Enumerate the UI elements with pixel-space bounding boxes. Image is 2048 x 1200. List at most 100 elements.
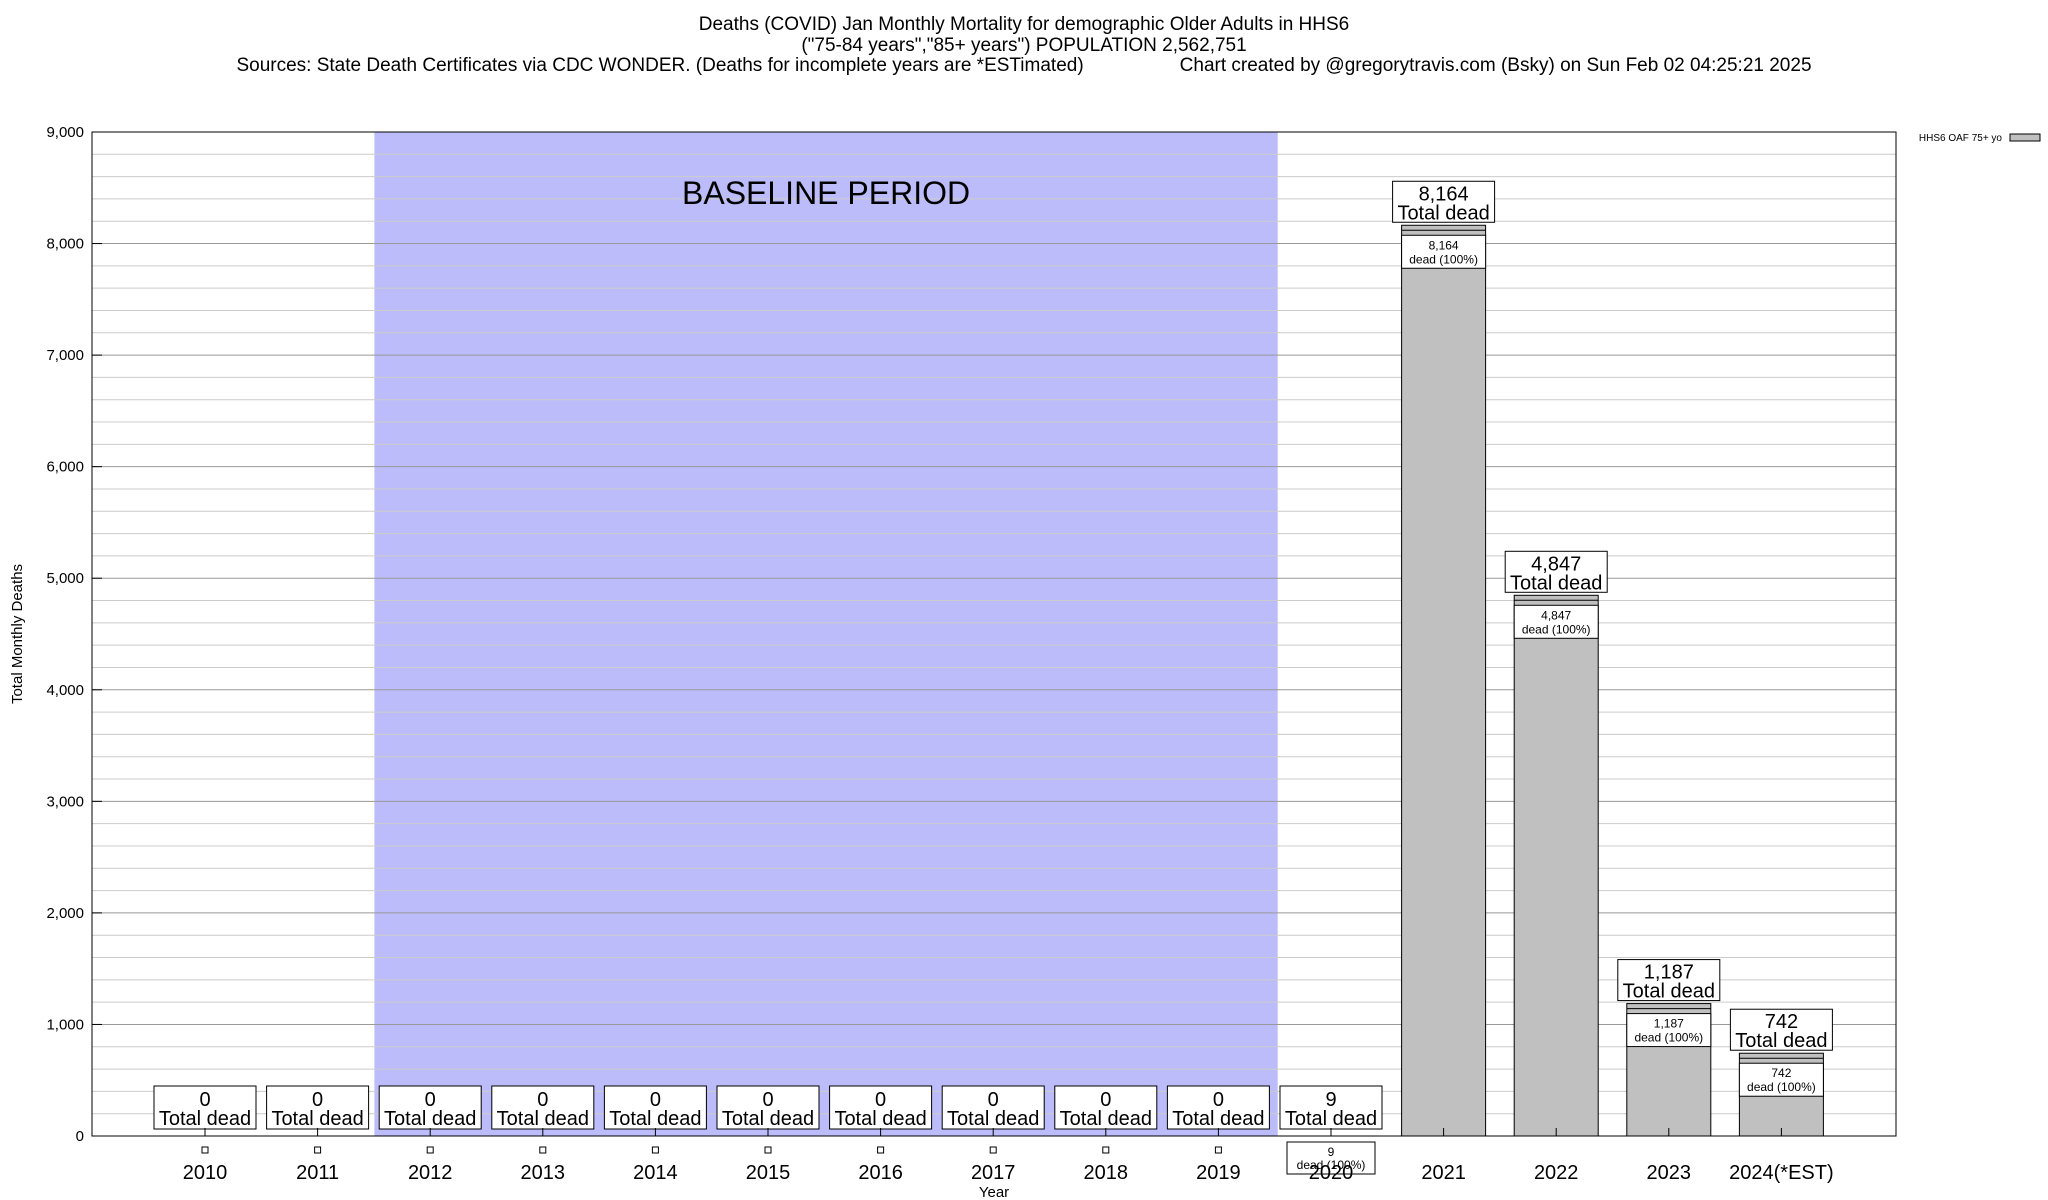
total-suffix-label: Total dead	[1060, 1108, 1152, 1130]
x-tick-label: 2018	[1084, 1162, 1129, 1184]
x-tick-label: 2015	[746, 1162, 791, 1184]
y-tick-label: 1,000	[46, 1016, 84, 1033]
total-label-box	[1392, 180, 1496, 223]
total-value-label: 0	[875, 1089, 886, 1111]
total-label-box	[1166, 1085, 1270, 1130]
inner-label-box	[1513, 604, 1599, 639]
zero-marker	[201, 1146, 209, 1154]
zero-marker	[651, 1146, 659, 1154]
total-label-box	[829, 1085, 933, 1130]
x-tick-label: 2020	[1309, 1162, 1354, 1184]
inner-percent-label: dead (100%)	[1522, 622, 1591, 636]
x-tick-label: 2016	[858, 1162, 903, 1184]
total-label-box	[603, 1085, 707, 1130]
chart-subtitle: ("75-84 years","85+ years") POPULATION 2…	[801, 35, 1247, 56]
y-tick-label: 3,000	[46, 793, 84, 810]
zero-marker	[989, 1146, 997, 1154]
total-label-box	[941, 1085, 1045, 1130]
credit-note: Chart created by @gregorytravis.com (Bsk…	[1179, 55, 1812, 76]
total-value-label: 1,187	[1644, 962, 1694, 984]
zero-marker	[877, 1146, 885, 1154]
inner-value-label: 8,164	[1429, 238, 1459, 252]
total-suffix-label: Total dead	[1172, 1108, 1264, 1130]
legend-swatch	[2009, 133, 2041, 142]
y-tick-label: 7,000	[46, 347, 84, 364]
total-suffix-label: Total dead	[497, 1108, 589, 1130]
inner-label-box	[1401, 234, 1487, 269]
total-label-box	[1729, 1008, 1833, 1051]
inner-percent-label: dead (100%)	[1634, 1031, 1703, 1045]
x-axis-label: Year	[979, 1184, 1009, 1200]
x-tick-label: 2023	[1647, 1162, 1692, 1184]
bar	[1401, 224, 1487, 1137]
y-tick-label: 4,000	[46, 682, 84, 699]
x-tick-label: 2010	[183, 1162, 228, 1184]
total-value-label: 0	[537, 1089, 548, 1111]
total-value-label: 0	[650, 1089, 661, 1111]
total-label-box	[491, 1085, 595, 1130]
inner-value-label: 742	[1771, 1066, 1791, 1080]
zero-marker	[314, 1146, 322, 1154]
y-tick-label: 0	[76, 1128, 84, 1145]
y-axis-label: Total Monthly Deaths	[9, 564, 26, 704]
total-suffix-label: Total dead	[947, 1108, 1039, 1130]
total-label-box	[1504, 550, 1608, 593]
total-label-box	[153, 1085, 257, 1130]
total-suffix-label: Total dead	[384, 1108, 476, 1130]
legend-label: HHS6 OAF 75+ yo	[1919, 133, 2003, 144]
inner-label-box	[1738, 1062, 1824, 1097]
y-tick-label: 5,000	[46, 570, 84, 587]
baseline-period-label: BASELINE PERIOD	[682, 175, 970, 211]
plot-frame	[91, 131, 1897, 1137]
bar	[1513, 594, 1599, 1137]
zero-marker	[764, 1146, 772, 1154]
total-value-label: 0	[988, 1089, 999, 1111]
inner-percent-label: dead (100%)	[1409, 252, 1478, 266]
total-label-box	[1617, 959, 1721, 1002]
x-tick-label: 2022	[1534, 1162, 1579, 1184]
inner-label-box	[1626, 1013, 1712, 1048]
x-tick-label: 2017	[971, 1162, 1016, 1184]
inner-percent-label: dead (100%)	[1297, 1158, 1366, 1172]
total-value-label: 0	[425, 1089, 436, 1111]
chart-source-line: Sources: State Death Certificates via CD…	[0, 55, 2048, 76]
x-tick-label: 2014	[633, 1162, 678, 1184]
total-suffix-label: Total dead	[722, 1108, 814, 1130]
total-suffix-label: Total dead	[834, 1108, 926, 1130]
x-tick-label: 2021	[1421, 1162, 1466, 1184]
x-tick-label: 2019	[1196, 1162, 1241, 1184]
inner-value-label: 1,187	[1654, 1017, 1684, 1031]
total-suffix-label: Total dead	[271, 1108, 363, 1130]
y-tick-label: 8,000	[46, 236, 84, 253]
y-tick-label: 6,000	[46, 459, 84, 476]
inner-percent-label: dead (100%)	[1747, 1080, 1816, 1094]
total-label-box	[716, 1085, 820, 1130]
zero-marker	[426, 1146, 434, 1154]
total-suffix-label: Total dead	[159, 1108, 251, 1130]
total-value-label: 0	[199, 1089, 210, 1111]
total-value-label: 4,847	[1531, 553, 1581, 575]
total-label-box	[1054, 1085, 1158, 1130]
source-note: Sources: State Death Certificates via CD…	[236, 55, 1084, 76]
total-suffix-label: Total dead	[609, 1108, 701, 1130]
y-tick-label: 9,000	[46, 124, 84, 141]
total-suffix-label: Total dead	[1285, 1108, 1377, 1130]
x-tick-label: 2013	[521, 1162, 566, 1184]
total-suffix-label: Total dead	[1510, 572, 1602, 594]
x-tick-label: 2024(*EST)	[1729, 1162, 1834, 1184]
inner-value-label: 4,847	[1541, 608, 1571, 622]
zero-marker	[539, 1146, 547, 1154]
total-value-label: 0	[1100, 1089, 1111, 1111]
x-tick-label: 2012	[408, 1162, 453, 1184]
total-suffix-label: Total dead	[1735, 1030, 1827, 1052]
chart-title: Deaths (COVID) Jan Monthly Mortality for…	[698, 14, 1350, 35]
total-value-label: 742	[1765, 1011, 1798, 1033]
total-value-label: 9	[1325, 1089, 1336, 1111]
total-suffix-label: Total dead	[1397, 202, 1489, 224]
total-value-label: 0	[762, 1089, 773, 1111]
total-value-label: 0	[1213, 1089, 1224, 1111]
zero-marker	[1214, 1146, 1222, 1154]
x-tick-label: 2011	[296, 1162, 339, 1184]
total-suffix-label: Total dead	[1623, 981, 1715, 1003]
